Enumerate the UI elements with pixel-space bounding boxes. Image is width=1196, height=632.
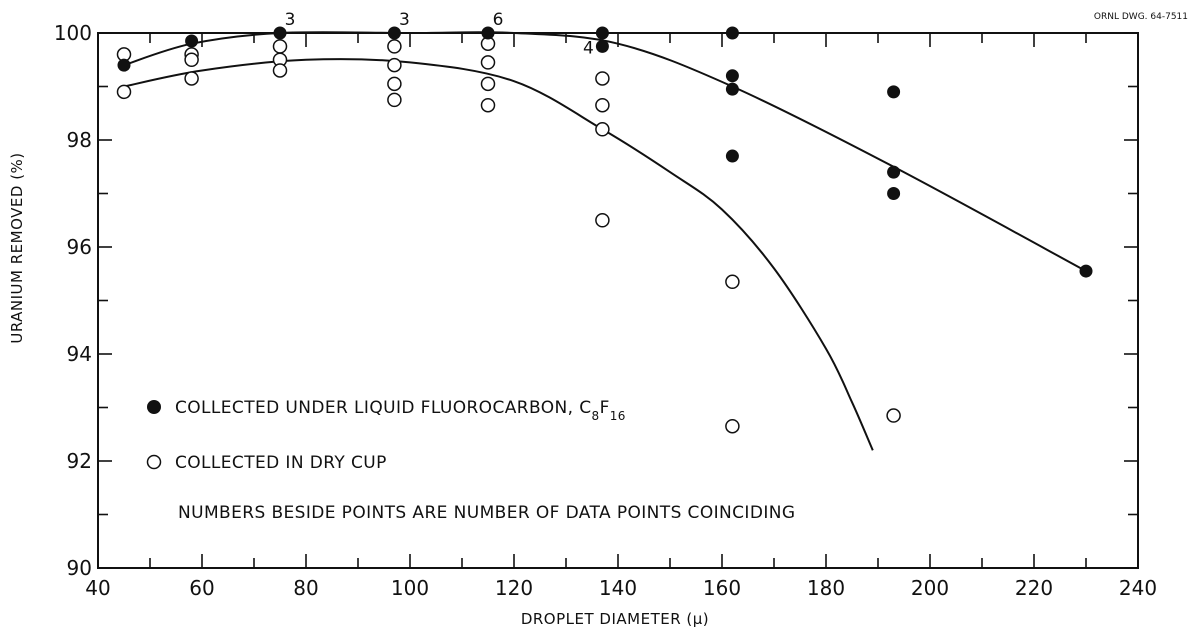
count-label: 3 [399, 10, 410, 30]
dry-cup-point [595, 97, 610, 113]
fluorocarbon-point [1079, 264, 1093, 278]
dry-cup-point [595, 213, 610, 228]
dry-cup-point [272, 63, 288, 78]
y-tick-label: 94 [67, 342, 92, 366]
y-tick-label: 90 [67, 556, 92, 580]
fit-curves [123, 31, 1087, 451]
fluorocarbon-point [481, 26, 495, 40]
dry-cup-point [272, 39, 288, 54]
legend-label-sub-8: 8 [592, 409, 600, 423]
x-tick-label: 200 [911, 576, 949, 600]
fluorocarbon-point [185, 34, 199, 48]
dry-cup-point [387, 39, 402, 54]
legend-marker-open [146, 454, 162, 470]
legend-label-f: F [600, 398, 610, 418]
fluorocarbon-point [273, 26, 287, 40]
fluorocarbon-point [725, 69, 739, 83]
dry-cup-point [886, 408, 901, 423]
dry-cup-point [725, 274, 740, 290]
x-tick-label: 240 [1119, 576, 1157, 600]
x-tick-label: 100 [391, 576, 429, 600]
dry-cup-point [480, 76, 496, 92]
dry-cup-point [480, 55, 496, 70]
x-tick-label: 180 [807, 576, 845, 600]
fluorocarbon-point [887, 187, 901, 200]
y-tick-label: 98 [67, 128, 92, 152]
y-axis-title: URANIUM REMOVED (%) [8, 152, 26, 343]
fluorocarbon-point [725, 82, 739, 96]
y-tick-label: 100 [54, 21, 92, 45]
data-points [116, 26, 1093, 434]
fluorocarbon-curve [123, 31, 1087, 272]
x-tick-label: 120 [495, 576, 533, 600]
x-tick-label: 80 [293, 576, 318, 600]
legend-label-sub-16: 16 [610, 409, 626, 423]
drawing-id: ORNL DWG. 64-7511 [1094, 12, 1188, 22]
x-axis: 40 60 80 100 120 140 160 180 200 220 240 [85, 33, 1157, 600]
legend-label-main: COLLECTED UNDER LIQUID FLUOROCARBON, C [175, 398, 592, 418]
x-tick-label: 220 [1015, 576, 1053, 600]
dry-cup-point [184, 71, 199, 86]
dry-cup-point [595, 71, 610, 86]
x-axis-title: DROPLET DIAMETER (μ) [521, 610, 709, 628]
legend-marker-filled [147, 400, 161, 414]
fluorocarbon-point [387, 26, 401, 40]
y-axis: 90 92 94 96 98 100 [54, 21, 1138, 580]
dry-cup-point [480, 97, 496, 113]
y-tick-label: 92 [67, 449, 92, 473]
fluorocarbon-point [117, 58, 131, 72]
dry-cup-point [725, 418, 740, 434]
fluorocarbon-point [595, 39, 609, 53]
fluorocarbon-point [887, 85, 901, 99]
dry-cup-point [387, 57, 402, 73]
fluorocarbon-point [595, 26, 609, 40]
legend-label-fluorocarbon: COLLECTED UNDER LIQUID FLUOROCARBON, C8F… [175, 398, 626, 423]
dry-cup-point [595, 122, 610, 137]
plot-frame [97, 32, 1139, 569]
count-label: 6 [493, 10, 504, 30]
y-tick-label: 96 [67, 235, 92, 259]
legend-label-dry-cup: COLLECTED IN DRY CUP [175, 453, 387, 473]
x-tick-label: 140 [599, 576, 637, 600]
dry-cup-point [387, 76, 402, 92]
dry-cup-point [184, 52, 199, 67]
legend-note: NUMBERS BESIDE POINTS ARE NUMBER OF DATA… [178, 503, 795, 523]
count-label: 3 [285, 10, 296, 30]
count-label: 4 [583, 39, 594, 59]
dry-cup-point [116, 84, 132, 100]
x-tick-label: 60 [189, 576, 214, 600]
legend: COLLECTED UNDER LIQUID FLUOROCARBON, C8F… [146, 398, 795, 523]
x-tick-label: 40 [85, 576, 110, 600]
dry-cup-point [387, 92, 402, 108]
plot-border [97, 32, 1139, 569]
fluorocarbon-point [725, 149, 739, 163]
fluorocarbon-point [887, 165, 901, 179]
count-annotations: 3 3 6 4 [285, 10, 594, 59]
x-tick-label: 160 [703, 576, 741, 600]
dry-cup-curve [123, 58, 874, 451]
fluorocarbon-point [725, 26, 739, 40]
